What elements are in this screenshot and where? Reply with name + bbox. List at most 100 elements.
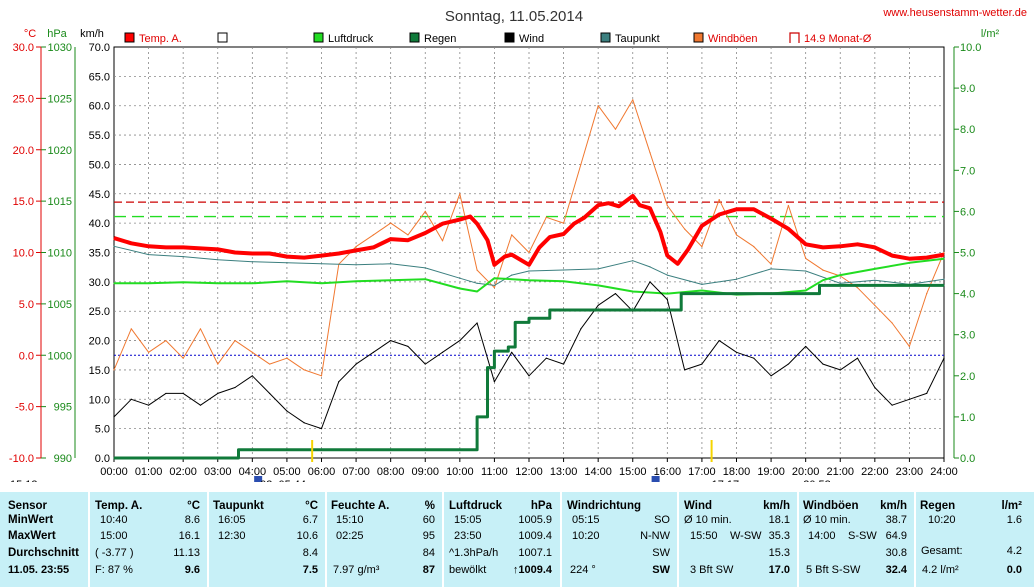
chart-title: Sonntag, 11.05.2014 <box>445 8 583 25</box>
point-taupunkt <box>701 283 703 285</box>
gust-header: Windböen <box>803 500 859 512</box>
dir-max: N-NW <box>640 530 670 542</box>
legend-swatch <box>313 32 324 43</box>
wind-unit: km/h <box>763 500 790 512</box>
point-temp-a <box>562 233 565 235</box>
wind-max-dir: W-SW <box>730 530 762 542</box>
stats-column-separator <box>207 492 209 587</box>
point-windböen <box>822 269 824 271</box>
x-tick-label: 02:00 <box>169 466 197 478</box>
wind-tick-label: 20.0 <box>89 336 110 348</box>
legend-swatch <box>789 32 800 43</box>
point-windböen <box>856 287 859 289</box>
point-temp-a <box>926 257 928 259</box>
temp-tick-label: -5.0 <box>15 402 34 414</box>
point-regen <box>237 449 240 451</box>
point-luftdruck <box>839 274 841 276</box>
point-luftdruck <box>459 287 461 290</box>
hum-cur-note: 7.97 g/m³ <box>333 564 380 576</box>
point-temp-a <box>787 228 789 230</box>
point-wind <box>147 404 150 406</box>
gust-min-note: Ø 10 min. <box>803 514 851 526</box>
series <box>113 99 945 460</box>
point-wind <box>113 416 115 418</box>
point-wind <box>459 339 461 342</box>
press-min: 1005.9 <box>518 514 552 526</box>
x-tick-label: 00:00 <box>100 466 128 478</box>
wind-tick-label: 15.0 <box>89 365 110 377</box>
rain-tick-label: 5.0 <box>960 248 975 260</box>
sun-marker-label: 03: 05:44 <box>260 479 306 482</box>
point-windböen <box>597 105 599 107</box>
legend-label: 14.9 Monat-Ø <box>804 33 872 45</box>
point-wind <box>476 322 478 324</box>
point-taupunkt <box>476 282 478 284</box>
point-wind <box>684 369 686 371</box>
stats-row-label: MinWert <box>8 514 54 526</box>
stats-column-separator <box>442 492 444 587</box>
rain-tick-label: 7.0 <box>960 165 975 177</box>
rain-tick-label: 3.0 <box>960 330 975 342</box>
point-taupunkt <box>735 278 738 280</box>
point-luftdruck <box>217 282 219 284</box>
x-tick-label: 20:00 <box>792 466 820 478</box>
point-temp-a <box>303 257 305 259</box>
point-wind <box>234 386 236 389</box>
gust-cur-note: 5 Bft S-SW <box>806 564 861 576</box>
point-windböen <box>580 163 582 166</box>
stats-row-label: Durchschnitt <box>8 547 79 559</box>
stats-panel: Sensor MinWert MaxWert Durchschnitt 11.05. 2… <box>0 492 1034 587</box>
stats-column-separator <box>88 492 90 587</box>
point-windböen <box>234 339 236 342</box>
x-tick-label: 01:00 <box>135 466 163 478</box>
temp-unit: °C <box>187 500 200 512</box>
legend-swatch <box>409 32 420 43</box>
point-windböen <box>286 357 288 359</box>
point-wind <box>787 363 789 365</box>
point-temp-a <box>355 249 357 252</box>
rain-tick-label: 8.0 <box>960 124 975 136</box>
point-temp-a <box>839 245 841 247</box>
site-link: www.heusenstamm-wetter.de <box>882 7 1027 19</box>
point-taupunkt <box>649 266 651 268</box>
weather-chart: Sonntag, 11.05.2014 www.heusenstamm-wette… <box>9 7 1027 482</box>
dew-min-time: 16:05 <box>218 514 246 526</box>
point-wind <box>493 381 496 383</box>
point-wind <box>735 351 738 353</box>
point-windböen <box>113 369 115 371</box>
point-temp-a <box>504 256 506 258</box>
dew-max-time: 12:30 <box>218 530 246 542</box>
point-windböen <box>545 216 547 218</box>
wind-tick-label: 5.0 <box>95 424 110 436</box>
dir-header: Windrichtung <box>567 500 641 512</box>
gust-cur: 32.4 <box>885 564 907 576</box>
gust-unit: km/h <box>880 500 907 512</box>
point-taupunkt <box>511 274 513 276</box>
dir-min: SO <box>654 514 670 526</box>
rain-tick-label: 4.0 <box>960 289 975 301</box>
rain-tick-label: 9.0 <box>960 83 975 95</box>
press-avg: 1007.1 <box>518 547 552 559</box>
hum-min: 60 <box>422 514 435 526</box>
point-wind <box>130 398 132 400</box>
wind-tick-label: 25.0 <box>89 306 110 318</box>
point-windböen <box>269 363 271 365</box>
point-wind <box>839 369 841 371</box>
point-luftdruck <box>562 280 565 282</box>
point-wind <box>511 351 513 353</box>
sun-marker-label: 17:17 <box>712 479 740 482</box>
pressure-tick-label: 990 <box>54 453 72 465</box>
point-wind <box>943 357 945 359</box>
point-taupunkt <box>286 262 288 264</box>
wind-max-time: 15:50 <box>690 530 718 542</box>
point-temp-a <box>486 239 489 241</box>
point-taupunkt <box>147 253 150 256</box>
point-temp-a <box>659 231 662 233</box>
wind-tick-label: 60.0 <box>89 101 110 113</box>
wind-tick-label: 50.0 <box>89 159 110 171</box>
point-windböen <box>684 228 686 230</box>
hum-unit: % <box>424 500 435 512</box>
gust-avg: 30.8 <box>885 547 907 559</box>
point-luftdruck <box>182 281 184 283</box>
gust-max-dir: S-SW <box>848 530 877 542</box>
